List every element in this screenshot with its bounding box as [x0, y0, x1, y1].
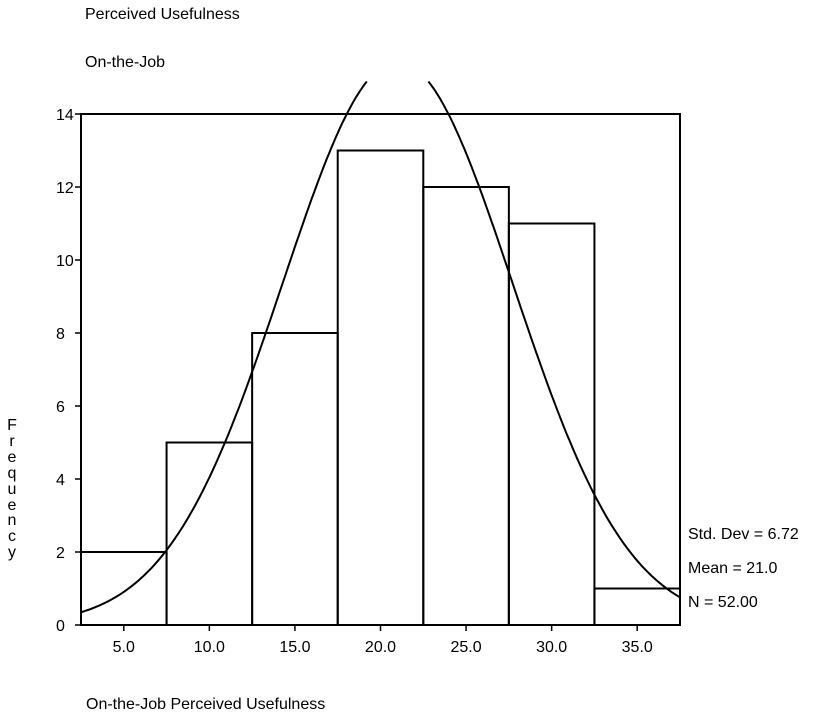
y-tick-label: 8: [56, 326, 65, 343]
stat-n: N = 52.00: [688, 594, 758, 611]
histogram-bar: [422, 186, 510, 626]
y-tick-label: 0: [56, 618, 65, 635]
x-tick-label: 20.0: [365, 639, 396, 656]
x-tick-label: 30.0: [536, 639, 567, 656]
stat-mean: Mean = 21.0: [688, 560, 778, 577]
histogram-bar: [593, 587, 682, 626]
x-tick-label: 5.0: [113, 639, 135, 656]
x-axis-label: On-the-Job Perceived Usefulness: [86, 696, 326, 713]
histogram-bar: [80, 551, 168, 626]
chart-subtitle: On-the-Job: [85, 54, 166, 71]
y-tick-label: 4: [56, 472, 65, 489]
plot-frame: [80, 113, 681, 626]
x-tick-label: 25.0: [451, 639, 482, 656]
y-tick-label: 14: [56, 107, 74, 124]
histogram-bar: [507, 222, 596, 626]
x-tick-label: 10.0: [194, 639, 225, 656]
x-tick-label: 35.0: [622, 639, 653, 656]
chart-title: Perceived Usefulness: [85, 6, 240, 23]
histogram-bar: [336, 149, 425, 626]
stat-std-dev: Std. Dev = 6.72: [688, 526, 799, 543]
x-tick-label: 15.0: [279, 639, 310, 656]
y-tick-label: 6: [56, 399, 65, 416]
normal-curve: [80, 80, 681, 614]
y-tick-label: 10: [56, 253, 74, 270]
y-tick-label: 12: [56, 180, 74, 197]
histogram-bar: [251, 332, 339, 626]
y-tick-label: 2: [56, 545, 65, 562]
